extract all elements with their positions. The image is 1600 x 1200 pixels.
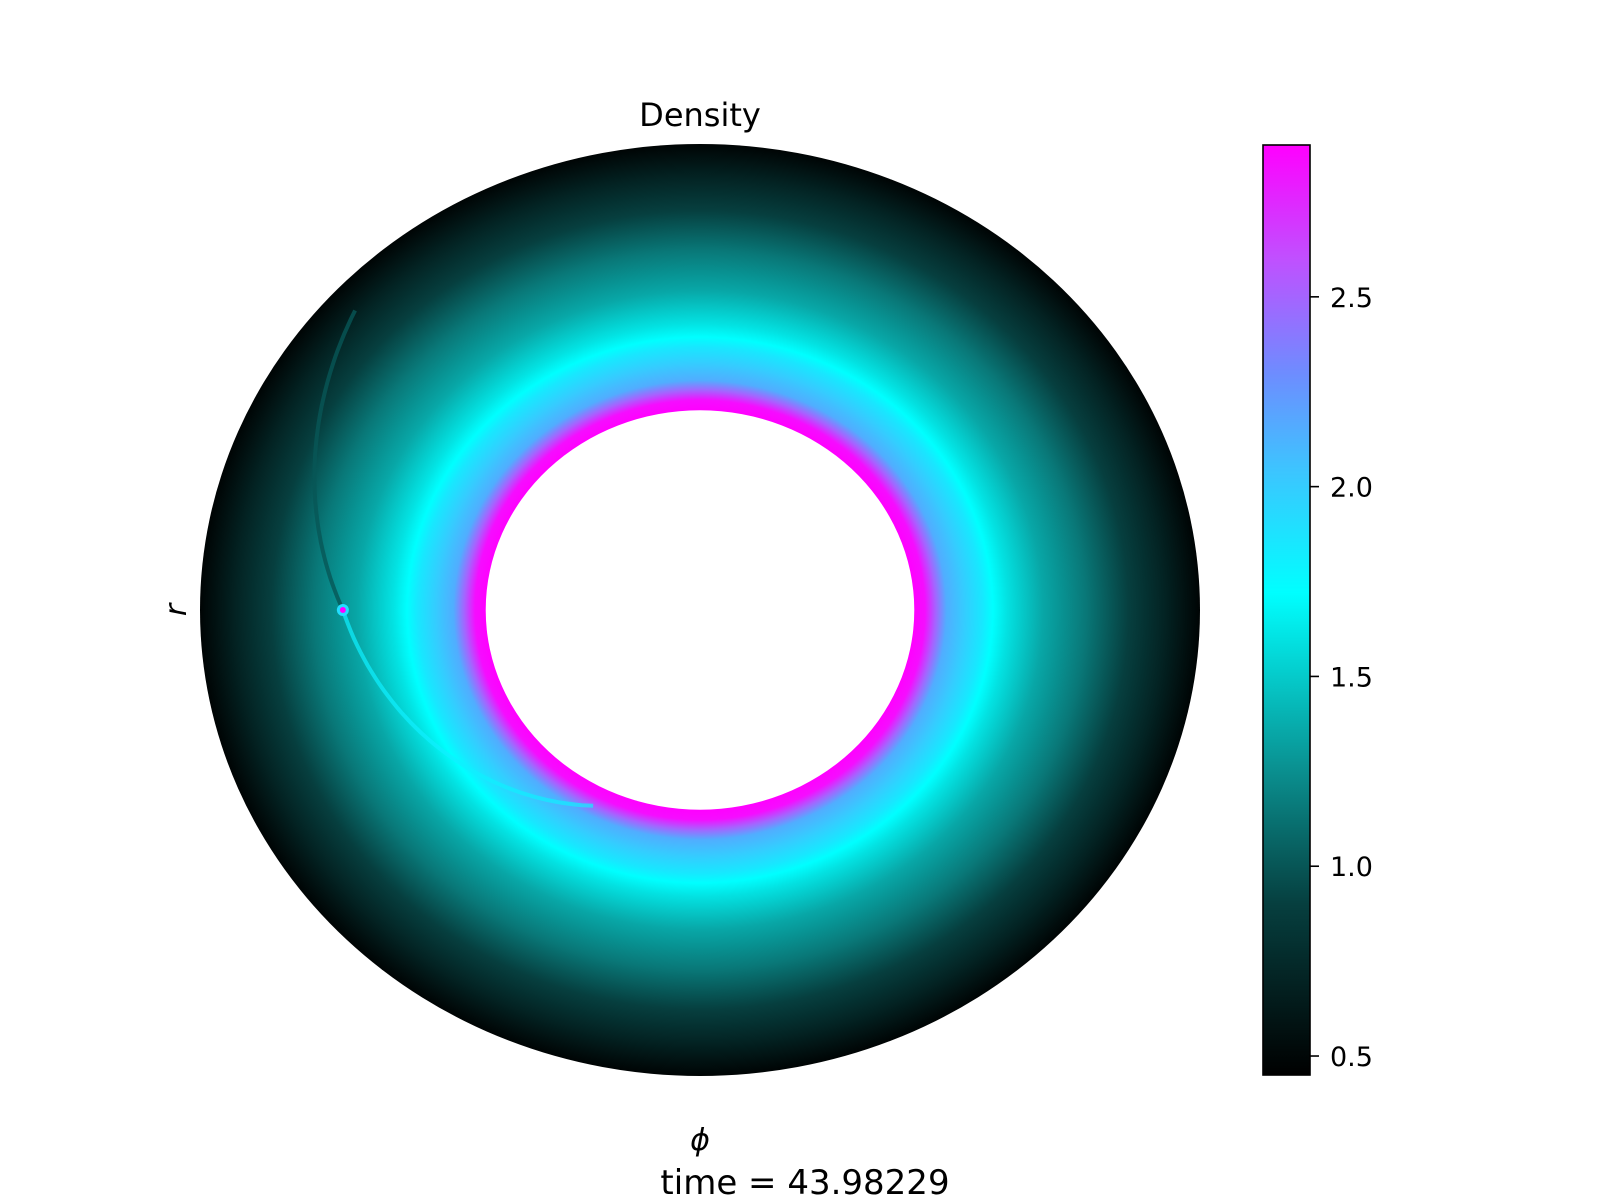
colorbar-tick-label: 2.0 (1330, 473, 1373, 504)
colorbar-tick-label: 1.5 (1330, 662, 1373, 693)
chart-title: Density (639, 96, 761, 134)
colorbar-gradient (1262, 144, 1311, 1076)
density-disk (200, 144, 1200, 1076)
inner-boundary (485, 410, 915, 810)
spiral-arm-outer (312, 309, 357, 611)
colorbar-tick-label: 2.5 (1330, 283, 1373, 314)
y-axis-label: r (159, 602, 194, 616)
spiral-arm-inner (341, 609, 594, 808)
colorbar-tick-label: 0.5 (1330, 1042, 1373, 1073)
colorbar-tick-label: 1.0 (1330, 852, 1373, 883)
planet-marker (339, 607, 346, 613)
time-label: time = 43.98229 (660, 1163, 949, 1200)
x-axis-label: ϕ (690, 1123, 710, 1158)
colorbar: 0.5 1.0 1.5 2.0 2.5 (1262, 144, 1373, 1076)
